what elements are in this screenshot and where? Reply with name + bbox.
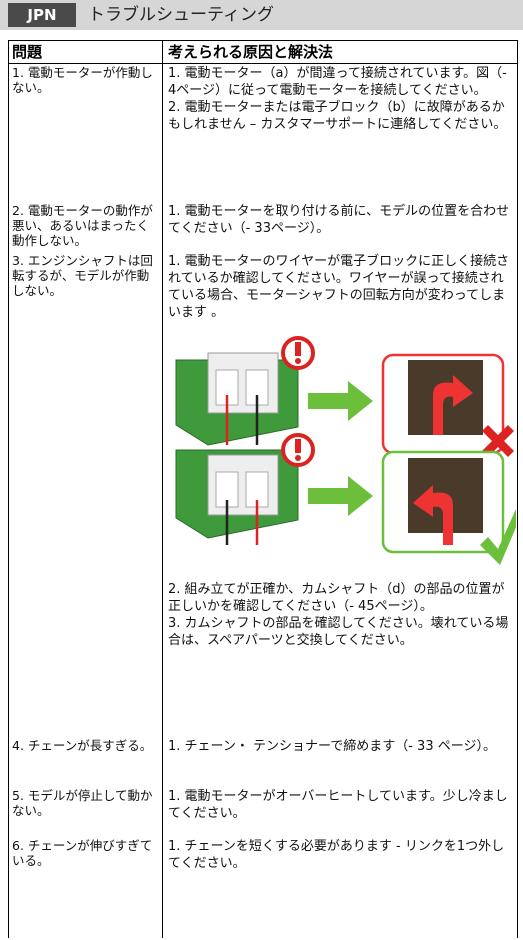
wrong-wiring (175, 336, 514, 457)
solution: 1. 電動モーターがオーバーヒートしています。少し冷ましてください。 (168, 789, 508, 821)
column-header: 問題 (12, 43, 43, 61)
solution: 1. 電動モーターのワイヤーが電子ブロックに正しく接続されているか確認してくださ… (168, 254, 510, 320)
solution: 1. 電動モーターを取り付ける前に、モデルの位置を合わせてください（- 33ペー… (168, 204, 510, 236)
table-header: 問題 考えられる原因と解決法 (9, 41, 517, 64)
problem: 6. チェーンが伸びすぎている。 (12, 838, 153, 868)
solution: 3. カムシャフトの部品を確認してください。壊れている場合は、スペアパーツと交換… (168, 616, 509, 648)
language-code: JPN (8, 3, 76, 27)
solution: 1. チェーンを短くする必要があります - リンクを1つ外してください。 (168, 839, 505, 871)
solution: 2. 電動モーターまたは電子ブロック（b）に故障があるかもしれません – カスタ… (168, 100, 507, 132)
header-bar: JPN トラブルシューティング (0, 0, 523, 30)
solution: 2. 組み立てが正確か、カムシャフト（d）の部品の位置が正しいかを確認してくださ… (168, 582, 505, 614)
troubleshooting-table: 問題 考えられる原因と解決法 1. 電動モーターが作動しない。 1. 電動モータ… (8, 40, 518, 938)
solution: 1. チェーン・ テンショナーで締めます（- 33 ページ）。 (168, 739, 496, 754)
problem: 4. チェーンが長すぎる。 (12, 738, 153, 753)
page-title: トラブルシューティング (88, 5, 274, 25)
problem: 3. エンジンシャフトは回転するが、モデルが作動しない。 (12, 253, 153, 298)
column-divider (162, 41, 163, 938)
solution: 1. 電動モーター（a）が間違って接続されています。図（- 4ページ）に従って電… (168, 66, 507, 98)
wiring-figure (175, 336, 516, 565)
problem: 2. 電動モーターの動作が悪い、あるいはまったく動作しない。 (12, 203, 153, 248)
problem: 1. 電動モーターが作動しない。 (12, 65, 153, 95)
problem: 5. モデルが停止して動かない。 (12, 788, 153, 818)
correct-wiring (175, 433, 516, 565)
column-header: 考えられる原因と解決法 (168, 43, 334, 61)
